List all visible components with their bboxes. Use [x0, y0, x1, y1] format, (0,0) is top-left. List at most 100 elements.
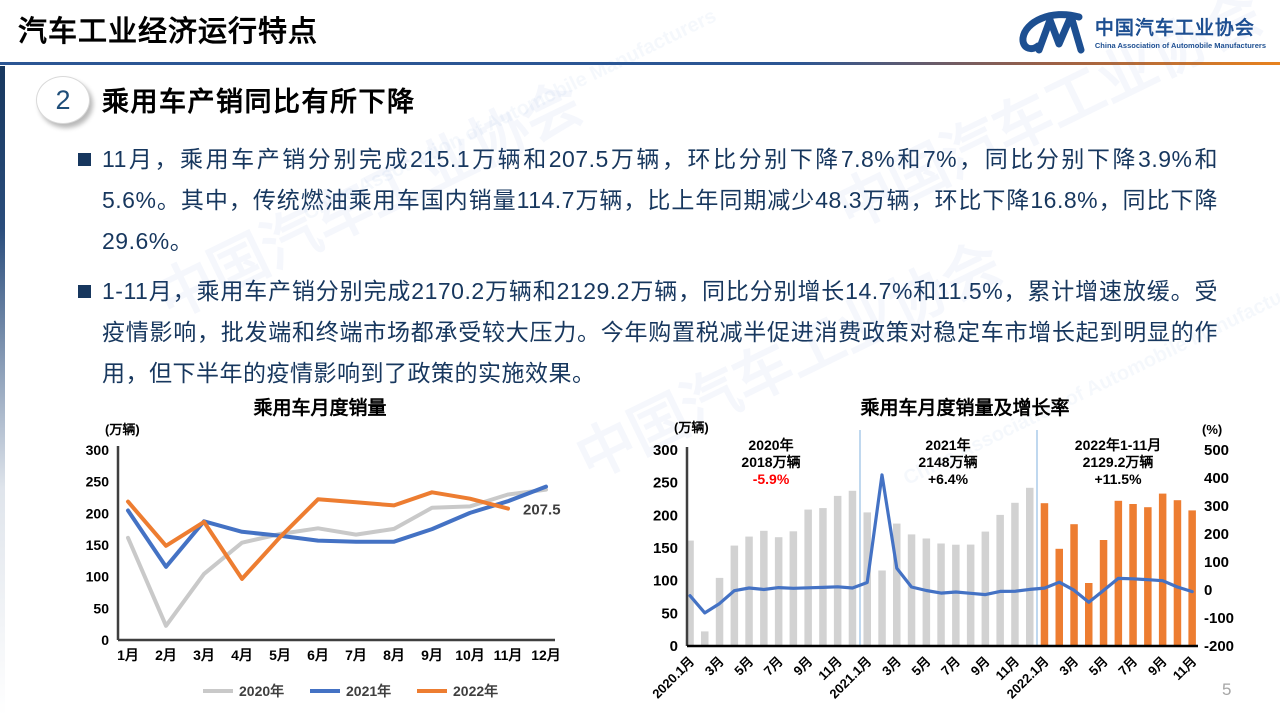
- left-y-tick-label: 200: [653, 507, 678, 524]
- x-tick-label: 5月: [909, 654, 934, 679]
- right-y-tick-label: 300: [1204, 498, 1229, 515]
- year-annotation-line: 2129.2万辆: [1083, 454, 1154, 470]
- sales-bar: [1070, 524, 1078, 646]
- sales-bar: [996, 514, 1004, 646]
- sales-bar: [981, 531, 990, 646]
- right-y-tick-label: 500: [1204, 442, 1229, 459]
- data-label: 207.5: [523, 502, 561, 519]
- y-tick-label: 150: [86, 537, 110, 553]
- y-axis-unit-label: (万辆): [105, 422, 140, 437]
- sales-bar: [907, 534, 916, 646]
- caam-logo: 中国汽车工业协会 China Association of Automobile…: [1015, 8, 1266, 54]
- sales-bar: [1099, 540, 1108, 646]
- right-y-tick-label: 200: [1204, 526, 1229, 543]
- sales-bar: [1173, 500, 1182, 646]
- caam-logo-mark-icon: [1019, 11, 1085, 54]
- sales-bar: [893, 523, 901, 646]
- sales-bar: [819, 508, 827, 646]
- x-tick-label: 5月: [731, 654, 756, 679]
- x-tick-label: 9月: [421, 647, 443, 663]
- sales-bar: [774, 537, 783, 646]
- x-tick-label: 3月: [1056, 654, 1081, 679]
- legend-label: 2022年: [453, 683, 498, 699]
- year-annotation-line: 2018万辆: [741, 454, 800, 470]
- left-accent-stripe: [0, 66, 5, 716]
- logo-name-cn: 中国汽车工业协会: [1094, 17, 1255, 39]
- y-tick-label: 300: [86, 442, 110, 458]
- section-number-badge: 2: [36, 76, 90, 124]
- legend-label: 2021年: [346, 683, 391, 699]
- x-tick-label: 5月: [269, 647, 291, 663]
- left-y-tick-label: 250: [653, 475, 678, 492]
- year-annotation-line: 2022年1-11月: [1075, 437, 1161, 453]
- growth-rate-line: [688, 473, 1194, 615]
- chart-sales-and-growth: 乘用车月度销量及增长率 (万辆) (%) 0 50 100 150 200 250 300 -200…: [640, 394, 1280, 716]
- sales-bar: [1040, 503, 1049, 646]
- bullet-list: 11月，乘用车产销分别完成215.1万辆和207.5万辆，环比分别下降7.8%和…: [78, 139, 1218, 394]
- sales-bar: [701, 631, 709, 646]
- right-y-tick-label: 400: [1204, 470, 1229, 487]
- chart-title: 乘用车月度销量: [252, 396, 386, 419]
- x-tick-label: 3月: [879, 654, 904, 679]
- year-annotation-line: 2021年: [925, 437, 970, 453]
- left-y-tick-label: 300: [653, 442, 678, 459]
- sales-bar: [878, 570, 886, 646]
- x-tick-label: 7月: [345, 647, 367, 663]
- x-tick-label: 7月: [1115, 654, 1140, 679]
- year-annotation-line: +6.4%: [928, 471, 969, 487]
- year-annotation-line: +11.5%: [1094, 471, 1142, 487]
- x-tick-label: 8月: [383, 647, 405, 663]
- series-line-2022年: [126, 490, 510, 581]
- bullet-square-icon: [78, 285, 91, 298]
- year-annotation-line: 2020年: [748, 437, 793, 453]
- x-tick-label: 3月: [193, 647, 215, 663]
- x-tick-label: 12月: [531, 647, 561, 663]
- sales-bar: [1144, 507, 1152, 646]
- sales-bar: [833, 495, 842, 646]
- legend-label: 2020年: [239, 683, 284, 699]
- right-y-tick-label: -100: [1204, 610, 1234, 627]
- section-number: 2: [55, 84, 71, 115]
- bullet-text: 1-11月，乘用车产销分别完成2170.2万辆和2129.2万辆，同比分别增长1…: [102, 278, 1218, 386]
- sales-bar: [922, 538, 931, 646]
- chart-title: 乘用车月度销量及增长率: [859, 396, 1069, 419]
- sales-bar: [804, 509, 812, 646]
- sales-bar: [1188, 510, 1196, 646]
- left-y-tick-label: 0: [670, 638, 678, 655]
- y-tick-label: 250: [86, 474, 110, 490]
- sales-bar: [686, 540, 694, 646]
- year-annotation-line: -5.9%: [753, 471, 790, 487]
- sales-bar: [745, 536, 753, 646]
- x-tick-label: 9月: [968, 654, 993, 679]
- series-line-2021年: [126, 484, 548, 569]
- x-tick-label: 2月: [155, 647, 177, 663]
- y-tick-label: 200: [86, 505, 110, 521]
- sales-bar: [1055, 548, 1063, 646]
- header-divider: [0, 62, 1280, 65]
- sales-bar: [966, 544, 975, 646]
- y-tick-label: 100: [86, 569, 110, 585]
- x-tick-label: 6月: [307, 647, 329, 663]
- page-number: 5: [1222, 680, 1232, 699]
- sales-bar: [715, 577, 724, 646]
- right-y-tick-label: -200: [1204, 638, 1234, 655]
- sales-bar: [730, 545, 739, 646]
- right-y-tick-label: 100: [1204, 554, 1229, 571]
- y-tick-label: 0: [101, 632, 109, 648]
- sales-bar: [1085, 583, 1093, 646]
- sales-bar: [1114, 500, 1123, 646]
- x-tick-label: 7月: [938, 654, 963, 679]
- sales-bar: [1129, 504, 1137, 646]
- sales-bar: [952, 544, 960, 646]
- series-line-2020年: [126, 487, 548, 628]
- section-heading: 乘用车产销同比有所下降: [102, 87, 416, 117]
- x-tick-label: 4月: [231, 647, 253, 663]
- sales-bar: [1026, 487, 1034, 646]
- bullet-item: 11月，乘用车产销分别完成215.1万辆和207.5万辆，环比分别下降7.8%和…: [78, 139, 1218, 262]
- right-axis-unit-label: (%): [1202, 422, 1222, 437]
- line-chart-svg: 乘用车月度销量 (万辆) 0 50 100 150 200 250 300 1月 2月 3月 4月 5月 6…: [86, 396, 561, 699]
- left-y-tick-label: 100: [653, 573, 678, 590]
- sales-bar: [1011, 502, 1019, 646]
- x-tick-label: 9月: [1145, 654, 1170, 679]
